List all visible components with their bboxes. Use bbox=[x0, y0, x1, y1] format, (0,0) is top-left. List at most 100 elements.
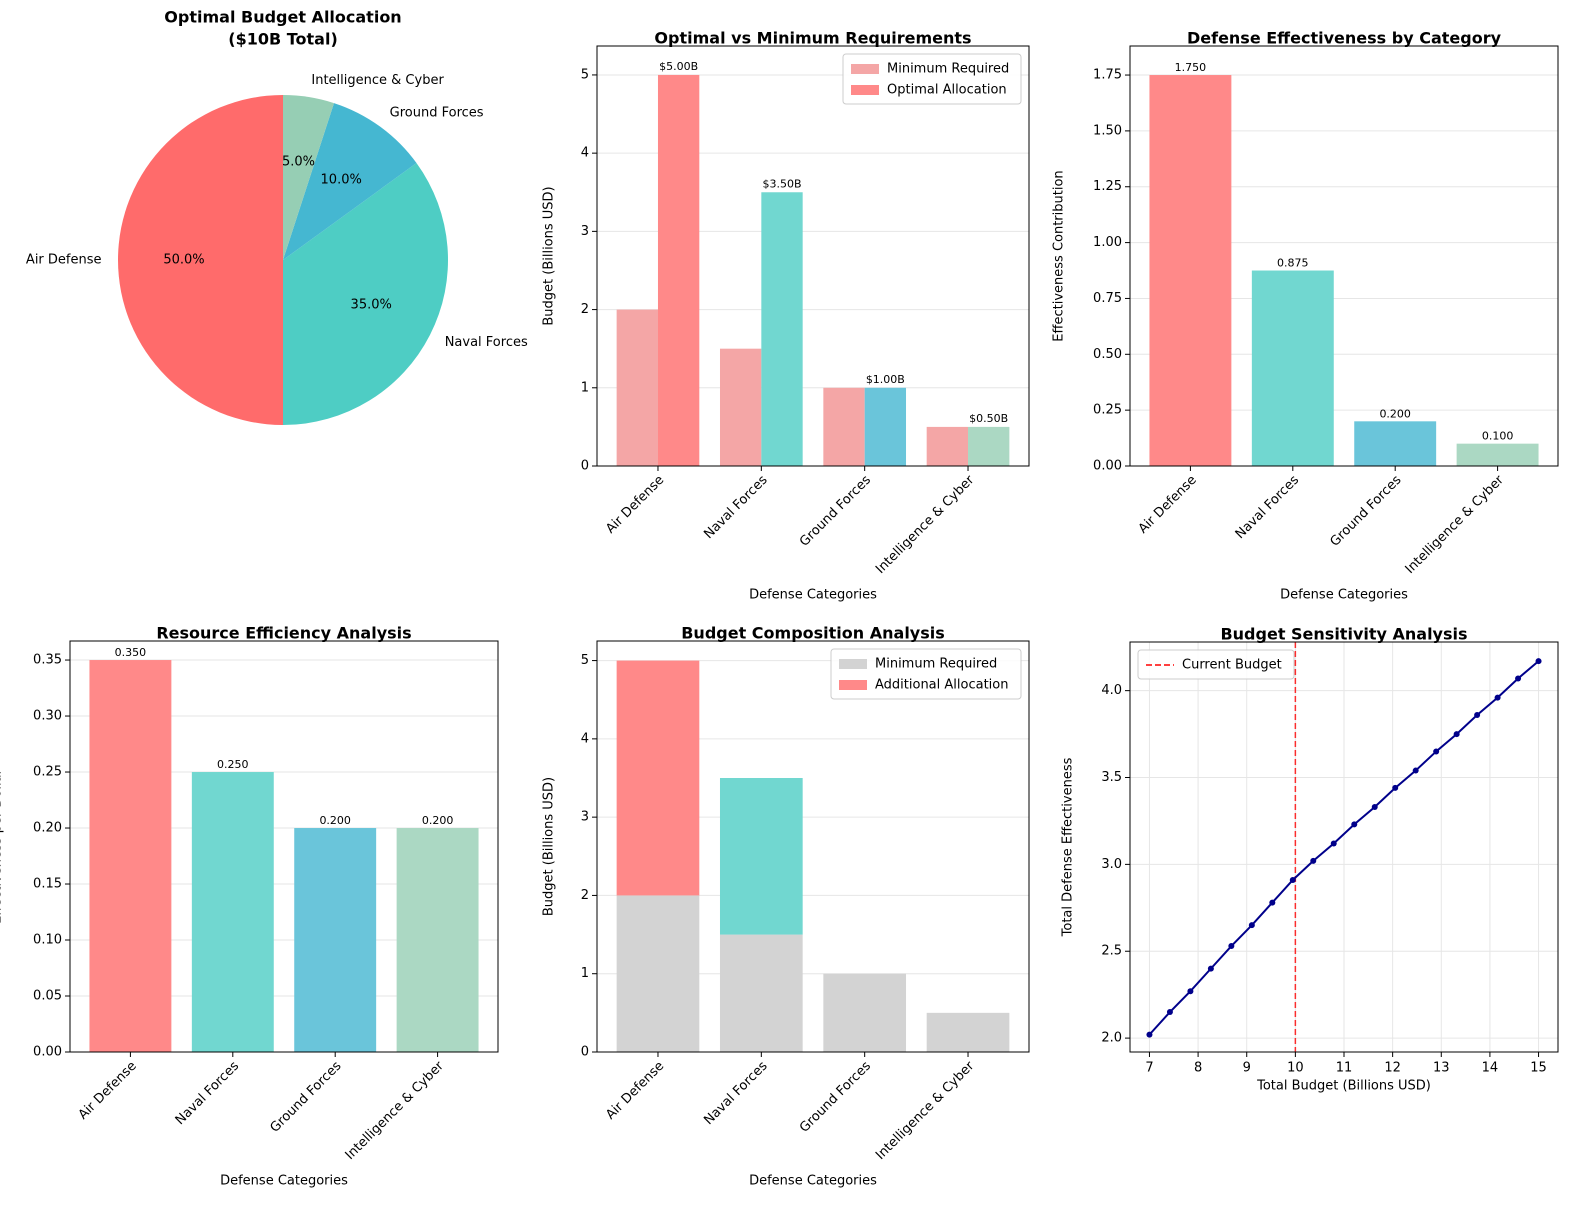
y-tick-label: 0.25 bbox=[1093, 403, 1122, 418]
slice-percent: 35.0% bbox=[351, 297, 392, 312]
slice-label: Naval Forces bbox=[445, 335, 528, 350]
y-tick-label: 5 bbox=[581, 67, 589, 82]
legend-swatch bbox=[851, 85, 879, 95]
y-tick-label: 0.00 bbox=[1093, 459, 1122, 474]
pie-slice bbox=[283, 95, 334, 260]
x-tick-label: Air Defense bbox=[603, 473, 667, 537]
point bbox=[1515, 675, 1522, 682]
axes-frame bbox=[1129, 641, 1559, 1053]
legend-label: Optimal Allocation bbox=[887, 83, 1007, 98]
bar bbox=[823, 387, 865, 466]
y-tick-label: 0.20 bbox=[33, 821, 62, 836]
x-tick-label: Naval Forces bbox=[701, 473, 770, 542]
x-tick-label: Intelligence & Cyber bbox=[1403, 472, 1508, 577]
axes-frame bbox=[596, 640, 1030, 1053]
x-tick-label: Naval Forces bbox=[1233, 473, 1302, 542]
point bbox=[1453, 731, 1460, 738]
value-label: 1.750 bbox=[1175, 61, 1207, 74]
chart-title: Budget Composition Analysis bbox=[681, 624, 945, 643]
chart-title: Optimal Budget Allocation bbox=[164, 8, 401, 27]
bar bbox=[761, 192, 803, 466]
point bbox=[1248, 922, 1255, 929]
point bbox=[1412, 767, 1419, 774]
bar bbox=[657, 74, 700, 467]
bar-segment bbox=[719, 934, 803, 1052]
value-label: $0.50B bbox=[969, 412, 1008, 425]
x-tick-label: Naval Forces bbox=[173, 1059, 242, 1128]
y-tick-label: 0.10 bbox=[33, 933, 62, 948]
value-label: $1.00B bbox=[866, 373, 905, 386]
chart-title: Defense Effectiveness by Category bbox=[1187, 29, 1502, 48]
value-label: $5.00B bbox=[659, 60, 698, 73]
y-tick-label: 0.05 bbox=[33, 989, 62, 1004]
bar bbox=[294, 828, 377, 1052]
x-tick-label: Ground Forces bbox=[797, 473, 874, 550]
point bbox=[1289, 877, 1296, 884]
y-tick-label: 2.0 bbox=[1101, 1031, 1122, 1046]
legend-swatch bbox=[851, 64, 879, 74]
x-tick-label: Naval Forces bbox=[701, 1059, 770, 1128]
point bbox=[1228, 943, 1235, 950]
value-label: 0.200 bbox=[422, 814, 454, 827]
y-tick-label: 3.5 bbox=[1101, 770, 1122, 785]
legend-label: Minimum Required bbox=[875, 657, 997, 672]
point bbox=[1371, 804, 1378, 811]
bar bbox=[864, 387, 907, 466]
x-axis-label: Total Budget (Billions USD) bbox=[1256, 1079, 1431, 1094]
point bbox=[1535, 658, 1542, 665]
x-tick-label: 13 bbox=[1433, 1061, 1450, 1076]
x-tick-label: Air Defense bbox=[76, 1059, 140, 1123]
point bbox=[1166, 1009, 1173, 1016]
point bbox=[1392, 784, 1399, 791]
y-tick-label: 0 bbox=[581, 1045, 589, 1060]
y-tick-label: 2.5 bbox=[1101, 944, 1122, 959]
x-tick-label: Ground Forces bbox=[797, 1059, 874, 1136]
y-tick-label: 1.25 bbox=[1093, 179, 1122, 194]
x-axis-label: Defense Categories bbox=[749, 588, 877, 603]
value-label: 0.350 bbox=[115, 646, 147, 659]
chart-title: ($10B Total) bbox=[228, 30, 338, 49]
y-tick-label: 1.00 bbox=[1093, 235, 1122, 250]
bar bbox=[191, 772, 274, 1052]
x-axis-label: Defense Categories bbox=[749, 1174, 877, 1189]
legend-label: Current Budget bbox=[1182, 658, 1282, 673]
slice-percent: 10.0% bbox=[321, 172, 362, 187]
bar bbox=[1354, 421, 1437, 466]
y-tick-label: 0.35 bbox=[33, 653, 62, 668]
bar bbox=[719, 348, 762, 466]
legend-swatch bbox=[839, 659, 867, 669]
x-tick-label: 12 bbox=[1384, 1061, 1401, 1076]
y-tick-label: 0.50 bbox=[1093, 347, 1122, 362]
value-label: 0.250 bbox=[217, 758, 249, 771]
value-label: 0.200 bbox=[1379, 407, 1411, 420]
x-tick-label: Intelligence & Cyber bbox=[873, 1058, 978, 1163]
slice-percent: 50.0% bbox=[163, 253, 204, 268]
value-label: 0.200 bbox=[319, 814, 351, 827]
legend-label: Additional Allocation bbox=[875, 678, 1008, 693]
slice-label: Intelligence & Cyber bbox=[311, 73, 444, 88]
y-tick-label: 3.0 bbox=[1101, 857, 1122, 872]
pie-slice bbox=[283, 103, 417, 260]
bar bbox=[926, 426, 969, 466]
axes-frame bbox=[1129, 45, 1559, 467]
x-tick-label: 7 bbox=[1145, 1061, 1153, 1076]
point bbox=[1330, 840, 1337, 847]
y-tick-label: 1.50 bbox=[1093, 123, 1122, 138]
axes-frame bbox=[596, 45, 1030, 467]
y-axis-label: Effectiveness per Dollar bbox=[0, 768, 5, 924]
point bbox=[1433, 748, 1440, 755]
value-label: 0.100 bbox=[1482, 430, 1514, 443]
slice-percent: 5.0% bbox=[282, 155, 315, 170]
legend-box bbox=[830, 648, 1022, 700]
bar bbox=[1251, 270, 1334, 466]
y-tick-label: 2 bbox=[581, 302, 589, 317]
x-tick-label: 9 bbox=[1243, 1061, 1251, 1076]
y-tick-label: 4 bbox=[581, 146, 589, 161]
y-tick-label: 1.75 bbox=[1093, 68, 1122, 83]
x-tick-label: Air Defense bbox=[1136, 473, 1200, 537]
y-tick-label: 5 bbox=[581, 653, 589, 668]
y-tick-label: 1 bbox=[581, 966, 589, 981]
bar bbox=[616, 309, 658, 466]
y-tick-label: 0 bbox=[581, 459, 589, 474]
